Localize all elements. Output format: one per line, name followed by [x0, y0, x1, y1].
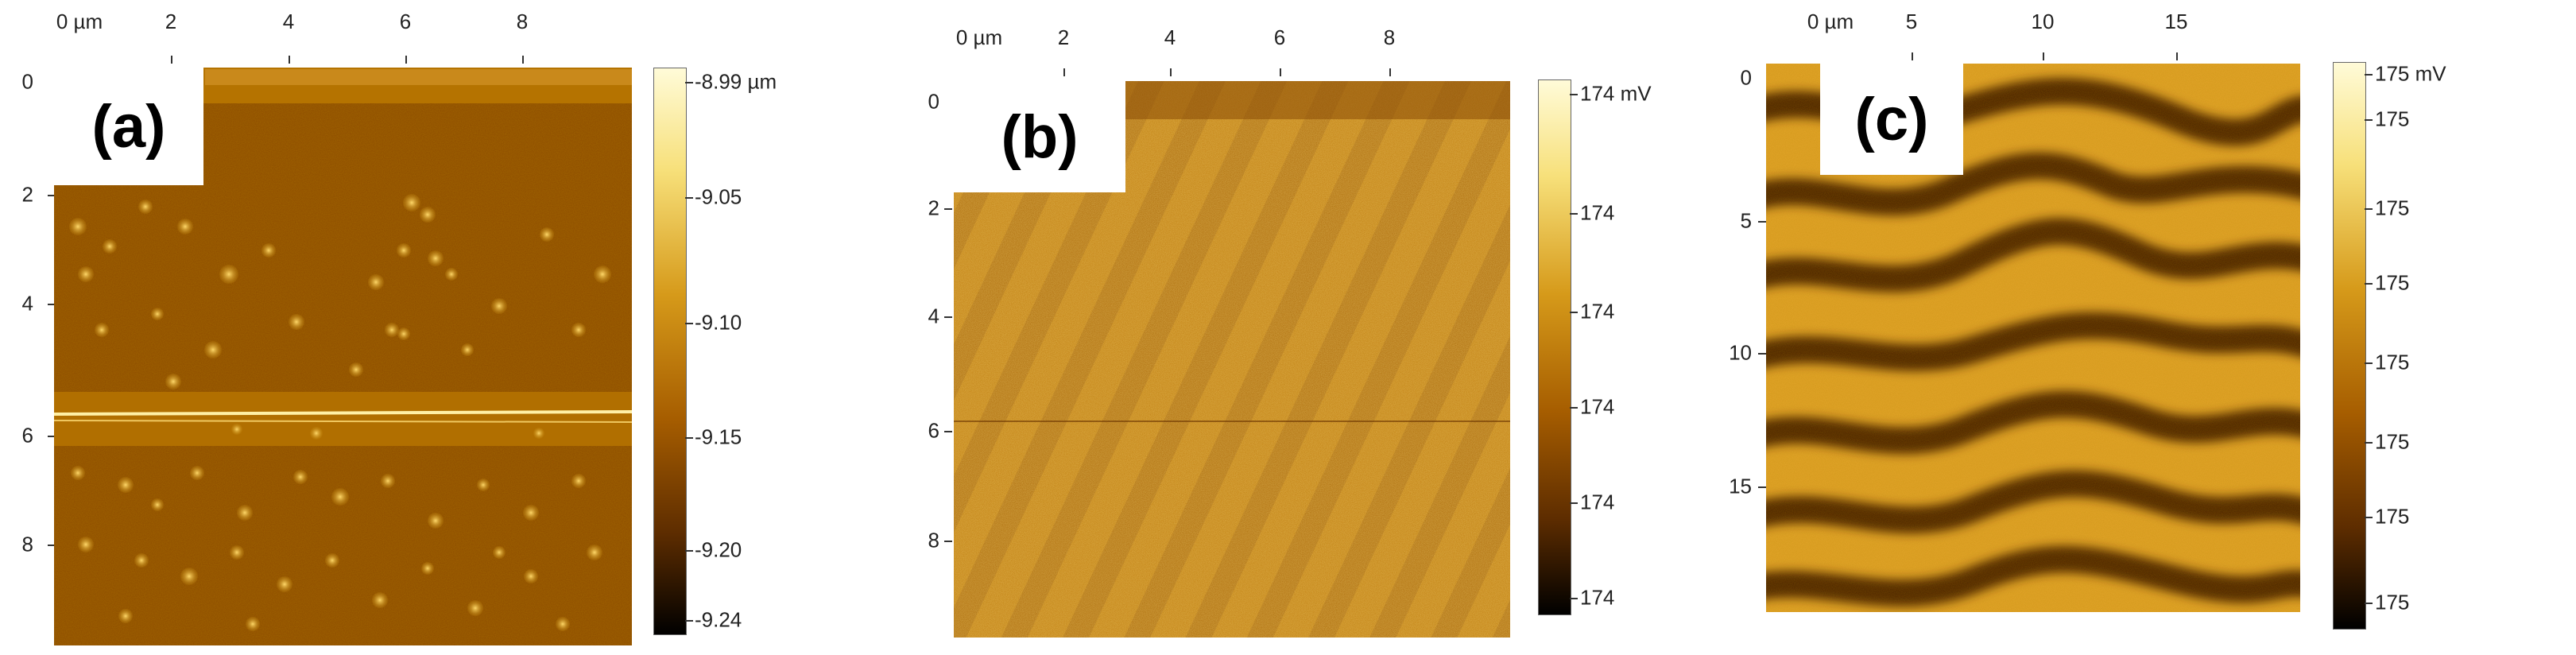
colorbar-tick-label: -9.05 [695, 184, 742, 209]
grain-particles [69, 194, 611, 631]
x-tick-label: 2 [1057, 25, 1070, 49]
colorbar-a [653, 68, 687, 635]
panel-a: 0 µm 2 4 6 8 0 2 4 6 8 [0, 0, 858, 655]
colorbar-tick-label: 175 mV [2375, 61, 2446, 86]
colorbar-tick-label: 174 [1580, 490, 1615, 514]
colorbar-tick-label: 175 [2375, 504, 2410, 529]
colorbar-tick-label: 174 [1580, 299, 1615, 324]
colorbar-tick-label: -9.10 [695, 310, 742, 335]
x-tick-label: 2 [165, 10, 177, 33]
panel-label-c: (c) [1820, 64, 1963, 175]
x-tick-label: 15 [2164, 10, 2188, 33]
y-tick-label: 15 [1729, 474, 1752, 498]
x-tick-label: 6 [399, 10, 412, 33]
x-tick-label: 6 [1273, 25, 1286, 49]
colorbar-tick-label: 174 [1580, 394, 1615, 419]
y-tick-label: 4 [21, 291, 33, 316]
colorbar-tick-label: 175 [2375, 350, 2410, 374]
x-tick-label: 4 [282, 10, 295, 33]
x-tick-label: 8 [516, 10, 529, 33]
domain-pattern-image [1766, 64, 2300, 612]
y-tick-label: 0 [928, 89, 939, 114]
colorbar-tick-label: 174 [1580, 200, 1615, 225]
panel-b: 0 µm 2 4 6 8 0 2 4 6 8 [858, 0, 1717, 655]
panel-c: 0 µm 5 10 15 0 5 10 15 [1717, 0, 2576, 655]
colorbar-tick-label: -9.20 [695, 537, 742, 562]
panel-label-a: (a) [54, 68, 203, 185]
x-tick-label: 0 µm [955, 25, 1003, 49]
colorbar-b [1538, 79, 1571, 615]
domain-pattern-svg [1766, 64, 2300, 612]
colorbar-tick-label: 175 [2375, 270, 2410, 295]
x-tick-label: 5 [1905, 10, 1918, 33]
colorbar-tick-label: 175 [2375, 429, 2410, 454]
y-tick-label: 6 [928, 418, 939, 443]
colorbar-tick-label: -9.15 [695, 424, 742, 449]
colorbar-tick-label: 175 [2375, 590, 2410, 614]
y-tick-label: 0 [1740, 65, 1752, 90]
colorbar-tick-label: -8.99 µm [695, 69, 777, 94]
y-tick-label: 2 [21, 182, 33, 207]
y-tick-label: 10 [1729, 340, 1752, 365]
x-tick-label: 0 µm [56, 10, 103, 33]
x-tick-label: 4 [1164, 25, 1176, 49]
y-tick-label: 8 [21, 532, 33, 556]
x-tick-label: 10 [2031, 10, 2055, 33]
colorbar-c [2333, 62, 2366, 630]
y-tick-label: 4 [928, 304, 939, 328]
panel-label-b: (b) [954, 81, 1125, 192]
y-tick-label: 6 [21, 423, 33, 448]
colorbar-tick-label: -9.24 [695, 607, 742, 632]
colorbar-tick-label: 175 [2375, 107, 2410, 131]
y-tick-label: 2 [928, 196, 939, 220]
y-tick-label: 0 [21, 69, 33, 94]
colorbar-tick-label: 174 mV [1580, 81, 1652, 106]
x-tick-label: 8 [1383, 25, 1396, 49]
colorbar-tick-label: 175 [2375, 196, 2410, 220]
y-tick-label: 8 [928, 528, 939, 552]
colorbar-tick-label: 174 [1580, 585, 1615, 610]
x-tick-label: 0 µm [1807, 10, 1854, 33]
y-tick-label: 5 [1740, 208, 1752, 233]
